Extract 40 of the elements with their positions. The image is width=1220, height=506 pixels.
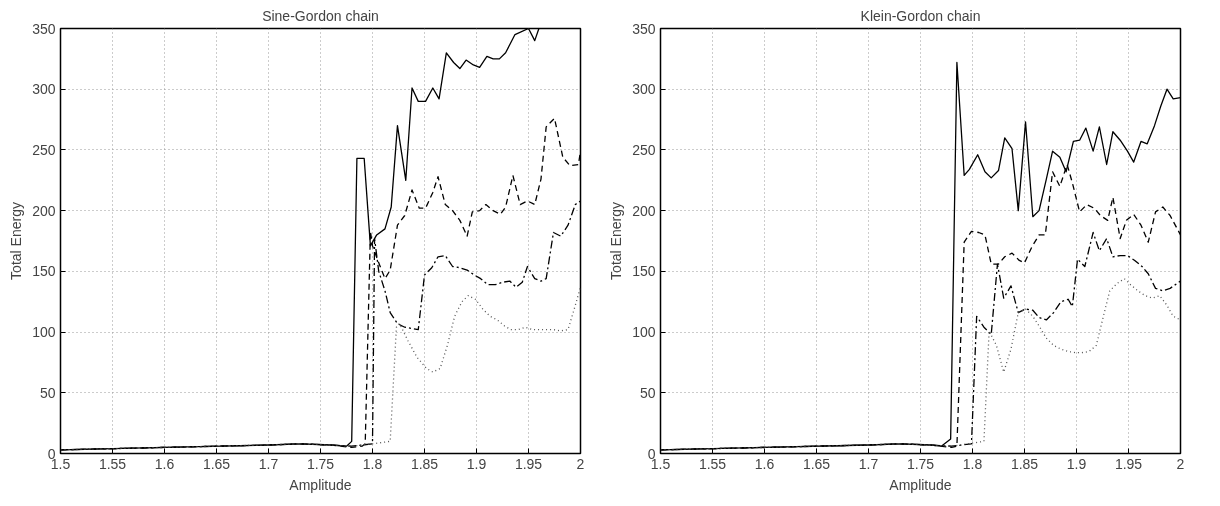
- x-tick-label: 1.55: [98, 455, 127, 472]
- x-axis-title: Amplitude: [289, 476, 352, 493]
- y-tick-label: 200: [32, 202, 56, 219]
- y-axis-title: Total Energy: [608, 202, 625, 280]
- y-axis-title: Total Energy: [8, 202, 25, 280]
- x-tick-label: 1.75: [906, 455, 935, 472]
- x-tick-label: 1.8: [962, 455, 983, 472]
- y-tick-label: 50: [39, 384, 56, 401]
- x-tick-label: 1.8: [362, 455, 383, 472]
- x-tick-label: 1.6: [754, 455, 775, 472]
- y-tick-label: 150: [632, 263, 656, 280]
- x-tick-label: 1.55: [698, 455, 727, 472]
- x-tick-label: 1.7: [258, 455, 279, 472]
- y-tick-label: 350: [32, 20, 56, 37]
- x-tick-label: 1.85: [1010, 455, 1039, 472]
- x-tick-label: 1.65: [202, 455, 231, 472]
- x-axis-title: Amplitude: [889, 476, 952, 493]
- x-tick-label: 1.9: [1066, 455, 1087, 472]
- y-tick-label: 150: [32, 263, 56, 280]
- y-tick-label: 300: [32, 81, 56, 98]
- y-tick-label: 250: [32, 141, 56, 158]
- y-tick-label: 200: [632, 202, 656, 219]
- y-tick-label: 250: [632, 141, 656, 158]
- x-tick-label: 1.95: [1114, 455, 1143, 472]
- x-tick-label: 1.9: [466, 455, 487, 472]
- y-tick-label: 50: [639, 384, 656, 401]
- y-tick-label: 100: [632, 324, 656, 341]
- y-tick-label: 300: [632, 81, 656, 98]
- x-tick-label: 2: [1176, 455, 1185, 472]
- y-tick-label: 350: [632, 20, 656, 37]
- x-tick-label: 2: [576, 455, 585, 472]
- chart-title: Sine-Gordon chain: [262, 7, 379, 24]
- x-tick-label: 1.7: [858, 455, 879, 472]
- x-tick-label: 1.65: [802, 455, 831, 472]
- x-tick-label: 1.85: [410, 455, 439, 472]
- x-tick-label: 1.6: [154, 455, 175, 472]
- y-tick-label: 100: [32, 324, 56, 341]
- x-tick-label: 1.95: [514, 455, 543, 472]
- chart-title: Klein-Gordon chain: [860, 7, 981, 24]
- x-tick-label: 1.75: [306, 455, 335, 472]
